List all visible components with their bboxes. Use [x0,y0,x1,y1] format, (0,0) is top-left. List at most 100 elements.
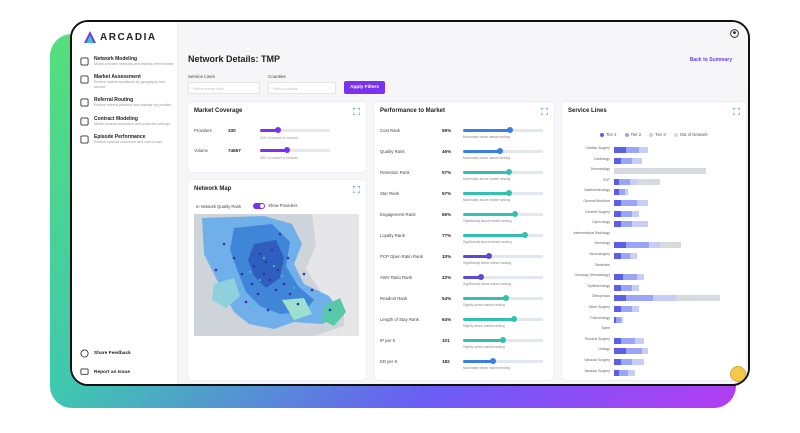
performance-slider[interactable] [463,316,543,322]
back-to-summary-link[interactable]: Back to Summary [689,57,732,63]
show-providers-toggle[interactable]: Show Providers [253,203,297,209]
service-line-row[interactable]: Cardiology [562,157,732,166]
service-line-row[interactable]: Orthopedics [562,294,732,303]
service-line-segment [636,274,644,281]
performance-label: Length of Stay Rank [380,317,419,322]
performance-note: Moderately below market ranking [463,366,510,370]
service-line-row[interactable]: Obstetrics [562,263,732,272]
brand-logo[interactable]: ARCADIA [84,31,157,43]
service-line-label: Cardiac Surgery [585,146,611,150]
service-line-row[interactable]: Interventional Radiology [562,231,732,240]
performance-slider[interactable] [463,190,543,196]
service-line-segment [620,210,633,217]
performance-slider[interactable] [463,358,543,364]
coverage-slider[interactable] [260,147,330,153]
sidebar-item[interactable]: Market Assessment Review market conditio… [80,74,176,89]
performance-card: Performance to Market Cost Rank 59% Mode… [374,102,554,380]
service-line-row[interactable]: Neurosurgery [562,252,732,261]
toggle-switch[interactable] [253,203,266,209]
performance-slider[interactable] [463,148,543,154]
counties-select[interactable]: Select counties [268,82,336,94]
service-line-row[interactable]: Gastroenterology [562,188,732,197]
expand-icon[interactable] [733,108,740,115]
service-line-bar [614,221,649,228]
service-line-row[interactable]: Thoracic Surgery [562,337,732,346]
performance-slider[interactable] [463,253,543,259]
assistant-avatar[interactable] [730,366,746,382]
sidebar-item[interactable]: Episode Performance Review episode outco… [80,134,176,144]
sidebar-item[interactable]: Network Modeling Model provider networks… [80,56,176,66]
service-line-row[interactable]: General Medicine [562,199,732,208]
service-line-row[interactable]: Vascular Surgery [562,369,732,378]
user-account-icon[interactable] [730,29,739,38]
service-line-row[interactable]: Spine [562,326,732,335]
network-map-title: Network Map [194,186,232,192]
service-line-label: General Surgery [585,209,610,214]
legend-swatch [624,132,629,137]
performance-value: 54% [442,296,452,301]
coverage-slider[interactable] [260,127,330,133]
service-line-label: ENT [603,177,610,182]
legend-item[interactable]: Tier 2 [624,132,641,137]
counties-filter: Counties Select counties [268,74,336,94]
legend-item[interactable]: Out of Network [673,132,708,137]
service-line-label: Pulmonology [590,315,610,320]
service-line-segment [632,210,640,217]
share-feedback-link[interactable]: Share Feedback [80,348,176,358]
app-window: ARCADIA Network Modeling Model provider … [70,20,750,386]
service-line-label: Vascular Surgery [584,358,610,362]
performance-slider[interactable] [463,232,543,238]
service-line-row[interactable]: Other Surgery [562,305,732,314]
service-line-segment [632,221,649,228]
performance-slider[interactable] [463,337,543,343]
expand-icon[interactable] [353,186,360,193]
coverage-value: 74657 [228,148,241,153]
network-map[interactable] [194,214,359,336]
apply-filters-button[interactable]: Apply Filters [344,81,386,94]
expand-icon[interactable] [353,108,360,115]
service-line-row[interactable]: Oncology (Hematology) [562,273,732,282]
service-line-segment [636,178,660,185]
service-lines-title: Service Lines [568,108,607,114]
performance-slider[interactable] [463,169,543,175]
performance-note: Significantly above market ranking [463,240,512,244]
expand-icon[interactable] [541,108,548,115]
quality-rank-toggle-label[interactable]: In Network Quality Rank [196,203,242,209]
performance-value: 46% [442,149,452,154]
performance-note: Slightly above market ranking [463,303,505,307]
service-line-row[interactable]: General Surgery [562,210,732,219]
performance-slider[interactable] [463,295,543,301]
nav-item-title: Episode Performance [94,134,146,141]
performance-label: PCP Open Ratio Rank [380,254,423,259]
report-issue-label: Report an Issue [94,369,130,375]
service-line-row[interactable]: Pulmonology [562,316,732,325]
service-line-label: Neurology [594,241,610,246]
performance-slider[interactable] [463,127,543,133]
performance-value: 59% [442,128,452,133]
service-line-row[interactable]: Neurology [562,241,732,250]
service-line-segment [614,369,619,376]
legend-item[interactable]: Tier 1 [600,132,617,137]
service-line-segment [641,348,649,355]
service-line-label: Gastroenterology [583,188,610,193]
sidebar-item[interactable]: Contract Modeling Model contract scenari… [80,116,176,126]
service-line-label: Obstetrics [594,262,610,267]
service-line-row[interactable]: Urology [562,347,732,356]
service-line-row[interactable]: Vascular Surgery [562,358,732,367]
performance-slider[interactable] [463,274,543,280]
service-line-row[interactable]: Gynecology [562,220,732,229]
service-line-row[interactable]: Dermatology [562,167,732,176]
service-line-row[interactable]: Ophthalmology [562,284,732,293]
service-line-row[interactable]: ENT [562,178,732,187]
performance-value: 101 [442,338,450,343]
service-lines-select[interactable]: Select service lines [188,82,260,94]
report-issue-link[interactable]: Report an Issue [80,367,176,377]
sidebar-item[interactable]: Referral Routing Review referral pattern… [80,97,176,107]
performance-value: 57% [442,170,452,175]
service-line-segment [614,157,621,164]
legend-item[interactable]: Tier 3 [649,132,666,137]
service-line-row[interactable]: Cardiac Surgery [562,146,732,155]
performance-slider[interactable] [463,211,543,217]
service-line-label: Spine [601,326,610,331]
performance-note: Moderately above market ranking [463,198,511,202]
